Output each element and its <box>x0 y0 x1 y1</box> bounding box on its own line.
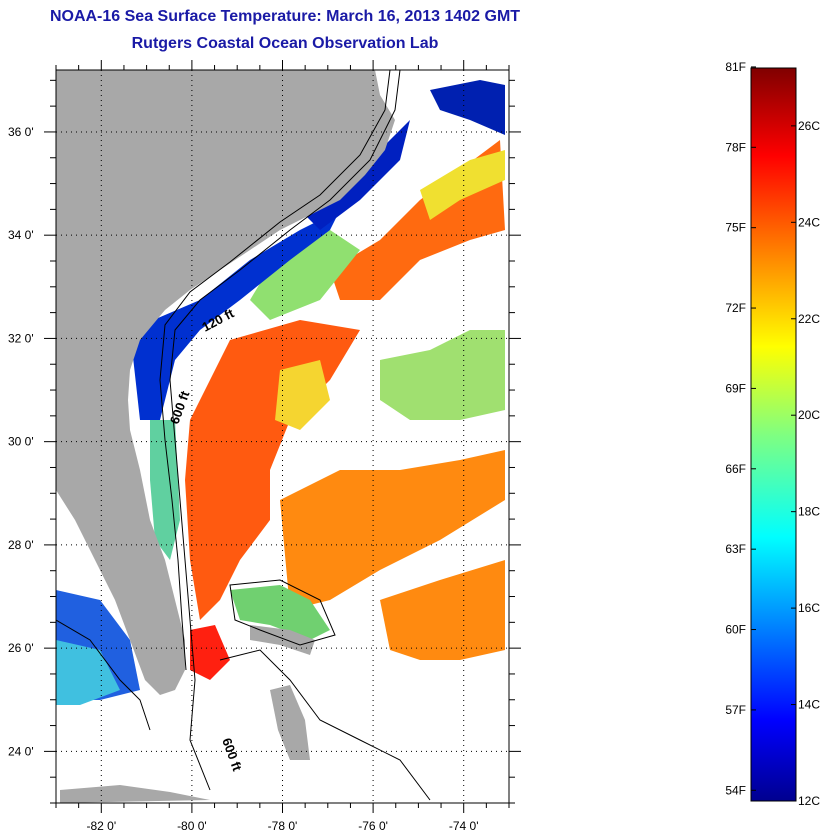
lat-tick-label: 26 0' <box>8 641 34 655</box>
colorbar-c-label: 14C <box>798 698 820 712</box>
map-title: NOAA-16 Sea Surface Temperature: March 1… <box>49 8 521 25</box>
colorbar-c-label: 22C <box>798 312 820 326</box>
contour-south <box>219 649 431 801</box>
colorbar-f-label: 75F <box>725 221 746 235</box>
colorbar-fahrenheit-ticks: 81F 78F 75F 72F 69F 66F 63F 60F 57F 54F <box>725 60 756 797</box>
map-subtitle: Rutgers Coastal Ocean Observation Lab <box>131 35 439 52</box>
colorbar-f-label: 66F <box>725 462 746 476</box>
colorbar-c-label: 26C <box>798 119 820 133</box>
contour-600ft <box>169 70 401 791</box>
colorbar-f-label: 78F <box>725 140 746 154</box>
colorbar-c-label: 24C <box>798 215 820 229</box>
sst-bahama-bank <box>230 585 330 640</box>
colorbar-f-label: 54F <box>725 783 746 797</box>
map-axis-labels: -82 0' -80 0' -78 0' -76 0' -74 0' 36 0' 34 0'… <box>8 125 479 832</box>
colorbar-f-label: 60F <box>725 623 746 637</box>
sst-orange-east-1 <box>280 450 505 610</box>
sst-green-north <box>250 230 360 320</box>
colorbar-f-label: 57F <box>725 703 746 717</box>
land-us-east-coast <box>56 70 395 695</box>
lon-tick-label: -78 0' <box>268 819 298 832</box>
lat-tick-label: 32 0' <box>8 331 34 345</box>
lat-lon-grid <box>56 70 509 803</box>
sst-orange-east-2 <box>380 560 505 660</box>
land-andros <box>270 685 310 760</box>
sst-cold-far-north <box>430 80 505 135</box>
lon-tick-label: -76 0' <box>358 819 388 832</box>
sst-gulf-cyan <box>56 640 120 705</box>
lat-tick-label: 34 0' <box>8 228 34 242</box>
contour-bahamas <box>229 579 336 646</box>
colorbar-celsius-ticks: 26C 24C 22C 20C 18C 16C 14C 12C <box>791 119 820 808</box>
colorbar-c-label: 16C <box>798 601 820 615</box>
colorbar-f-label: 69F <box>725 381 746 395</box>
contour-gulf <box>56 619 151 731</box>
sst-yellow-band <box>420 150 505 220</box>
colorbar-gradient <box>750 67 797 802</box>
map-plot-area: 120 ft 600 ft 600 ft <box>56 70 509 803</box>
lat-tick-label: 28 0' <box>8 538 34 552</box>
colorbar-f-label: 63F <box>725 542 746 556</box>
lon-tick-label: -82 0' <box>86 819 116 832</box>
lat-tick-label: 24 0' <box>8 744 34 758</box>
lon-tick-label: -74 0' <box>449 819 479 832</box>
contour-120ft <box>159 70 391 671</box>
lat-tick-label: 36 0' <box>8 125 34 139</box>
lat-tick-label: 30 0' <box>8 435 34 449</box>
colorbar-f-label: 81F <box>725 60 746 74</box>
colorbar-c-label: 18C <box>798 505 820 519</box>
lon-tick-label: -80 0' <box>177 819 207 832</box>
colorbar-c-label: 20C <box>798 408 820 422</box>
sst-straits-red <box>190 625 230 680</box>
colorbar-f-label: 72F <box>725 301 746 315</box>
sst-yellow-mid <box>275 360 330 430</box>
sst-warm-gulf-stream <box>185 320 360 620</box>
sst-green-east <box>380 330 505 420</box>
map-axis-ticks <box>44 60 521 813</box>
land-cuba <box>60 785 210 803</box>
colorbar-c-label: 12C <box>798 794 820 808</box>
sst-shelf-green <box>150 420 180 560</box>
